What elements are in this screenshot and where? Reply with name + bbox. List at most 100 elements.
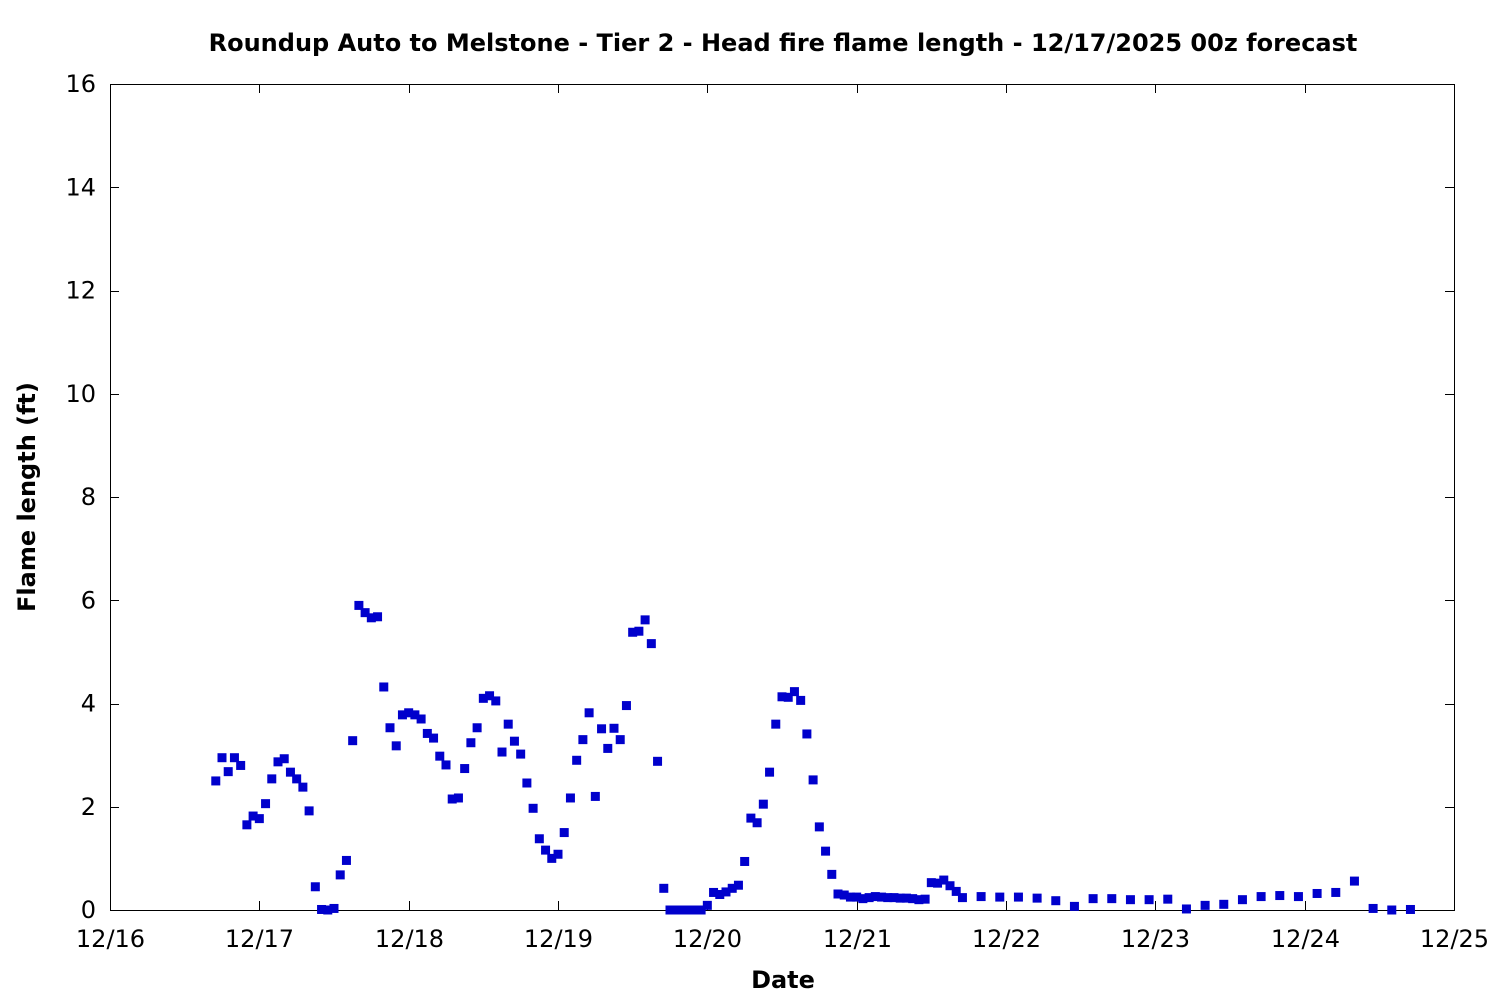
data-point — [1181, 904, 1191, 914]
y-tick-label: 16 — [65, 70, 96, 98]
data-point — [292, 774, 302, 784]
data-point — [814, 822, 824, 832]
data-point — [1088, 894, 1098, 904]
x-tick-label: 12/24 — [1271, 925, 1340, 953]
data-point — [410, 710, 420, 720]
data-point — [429, 733, 439, 743]
data-point — [653, 756, 663, 766]
data-point — [248, 811, 258, 821]
data-point — [422, 728, 432, 738]
data-point — [640, 615, 650, 625]
data-point — [584, 708, 594, 718]
data-point — [317, 904, 327, 914]
data-point — [391, 741, 401, 751]
data-point — [914, 895, 924, 905]
data-point — [684, 905, 694, 915]
data-point — [690, 905, 700, 915]
data-point — [491, 696, 501, 706]
data-point — [516, 749, 526, 759]
y-tick-label: 12 — [65, 277, 96, 305]
data-point — [796, 695, 806, 705]
data-point — [298, 782, 308, 792]
data-point — [821, 846, 831, 856]
x-tick-label: 12/25 — [1420, 925, 1489, 953]
y-tick-label: 0 — [81, 896, 96, 924]
data-point — [1275, 891, 1285, 901]
data-point — [304, 806, 314, 816]
data-point — [497, 747, 507, 757]
data-point — [541, 845, 551, 855]
data-point — [702, 900, 712, 910]
data-point — [1387, 905, 1397, 915]
data-point — [671, 905, 681, 915]
data-points — [211, 600, 1415, 915]
data-point — [1069, 901, 1079, 911]
data-point — [572, 755, 582, 765]
data-point — [883, 893, 893, 903]
data-point — [1312, 888, 1322, 898]
data-point — [509, 736, 519, 746]
data-point — [254, 814, 264, 824]
y-tick-label: 14 — [65, 173, 96, 201]
data-point — [709, 887, 719, 897]
data-point — [901, 893, 911, 903]
data-point — [366, 613, 376, 623]
data-point — [783, 692, 793, 702]
data-point — [236, 760, 246, 770]
data-point — [323, 905, 333, 915]
plot-frame — [110, 84, 1455, 911]
y-axis-label: Flame length (ft) — [13, 382, 41, 612]
x-tick-label: 12/22 — [972, 925, 1041, 953]
chart-title: Roundup Auto to Melstone - Tier 2 - Head… — [209, 29, 1358, 57]
data-point — [385, 723, 395, 733]
data-point — [926, 878, 936, 888]
data-point — [877, 892, 887, 902]
data-point — [503, 719, 513, 729]
data-point — [279, 754, 289, 764]
data-point — [771, 719, 781, 729]
data-point — [852, 892, 862, 902]
data-point — [603, 743, 613, 753]
data-point — [478, 693, 488, 703]
data-point — [559, 828, 569, 838]
data-point — [665, 905, 675, 915]
data-point — [740, 856, 750, 866]
data-point — [379, 682, 389, 692]
data-point — [597, 724, 607, 734]
data-point — [553, 849, 563, 859]
data-point — [951, 886, 961, 896]
y-tick-label: 6 — [81, 586, 96, 614]
data-point — [615, 735, 625, 745]
data-point — [920, 894, 930, 904]
y-axis: 0 2 4 6 8 10 12 14 16 — [65, 70, 1454, 924]
data-point — [416, 714, 426, 724]
data-point — [789, 687, 799, 697]
data-point — [845, 892, 855, 902]
data-point — [229, 753, 239, 763]
data-point — [858, 894, 868, 904]
x-tick-label: 12/17 — [225, 925, 294, 953]
data-point — [727, 883, 737, 893]
x-tick-label: 12/18 — [375, 925, 444, 953]
x-axis: 12/16 12/17 12/18 12/19 12/20 12/21 12/22 12/23… — [76, 84, 1489, 953]
data-point — [522, 778, 532, 788]
data-point — [833, 889, 843, 899]
data-point — [404, 708, 414, 718]
data-point — [733, 880, 743, 890]
data-point — [659, 883, 669, 893]
data-point — [341, 855, 351, 865]
data-point — [1405, 904, 1415, 914]
data-point — [609, 723, 619, 733]
data-point — [1032, 893, 1042, 903]
data-point — [460, 764, 470, 774]
data-point — [348, 736, 358, 746]
data-point — [261, 799, 271, 809]
x-tick-label: 12/21 — [823, 925, 892, 953]
data-point — [547, 853, 557, 863]
data-point — [758, 799, 768, 809]
x-tick-label: 12/19 — [524, 925, 593, 953]
data-point — [765, 767, 775, 777]
data-point — [1293, 892, 1303, 902]
x-axis-label: Date — [751, 966, 815, 994]
